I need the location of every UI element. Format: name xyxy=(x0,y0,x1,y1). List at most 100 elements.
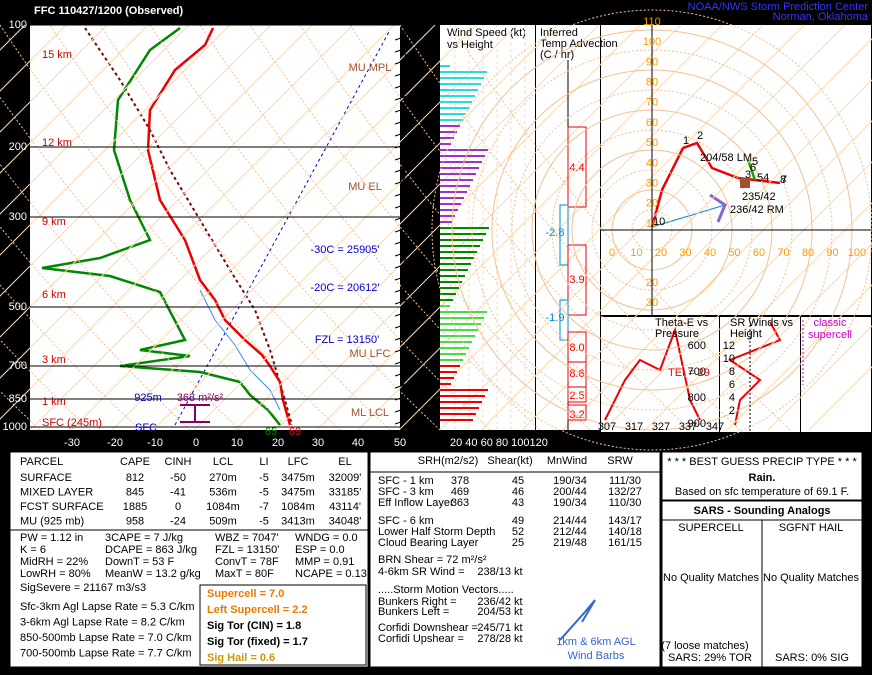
wind-speed-bar xyxy=(440,269,468,271)
isotherm xyxy=(70,24,477,431)
isotherm xyxy=(234,24,641,431)
parcel-header: PARCEL xyxy=(20,456,63,468)
sars-col: SUPERCELL xyxy=(678,522,743,534)
index-value: MidRH = 22% xyxy=(20,556,88,568)
sr46-value: 238/13 kt xyxy=(477,566,522,578)
parcel-cell: 270m xyxy=(209,472,237,484)
wind-barb xyxy=(394,401,408,413)
title: FFC 110427/1200 (Observed) xyxy=(34,5,184,17)
wind-speed-bar xyxy=(440,389,488,391)
sars-title: SARS - Sounding Analogs xyxy=(693,505,830,517)
index-value: 3CAPE = 7 J/kg xyxy=(105,532,183,544)
hodo-x-label: 20 xyxy=(655,247,667,259)
isotherm xyxy=(152,24,559,431)
kin-cell: 378 xyxy=(451,475,469,487)
advection-bar xyxy=(567,244,587,316)
temp-label: 40 xyxy=(352,437,364,449)
storm-type: supercell xyxy=(808,329,852,341)
wind-speed-bar xyxy=(440,407,479,409)
wind-panel-scale: 20 40 60 80 100120 xyxy=(450,437,548,449)
wind-speed-bar xyxy=(440,383,451,385)
wind-speed-bar xyxy=(440,185,470,187)
index-value: FZL = 13150' xyxy=(215,544,279,556)
kin-cell: 140/18 xyxy=(608,526,642,538)
parcel-cell: 3475m xyxy=(281,486,315,498)
wind-barb xyxy=(394,269,408,281)
wind-barb xyxy=(394,53,408,65)
wind-speed-bar xyxy=(440,245,480,247)
kin-cell: Eff Inflow Layer xyxy=(378,497,454,509)
advection-value: 3.9 xyxy=(569,274,584,286)
skewt-annotation: SFC xyxy=(135,422,157,434)
wind-barb xyxy=(394,293,408,305)
parcel-cell: 3413m xyxy=(281,515,315,527)
wind-speed-bar xyxy=(440,149,488,151)
dry-adiabat xyxy=(449,24,791,431)
hodo-x-label: 50 xyxy=(728,247,740,259)
height-label: 3 km xyxy=(42,354,66,366)
hodo-x-label: 70 xyxy=(777,247,789,259)
hodo-annotation: 10 xyxy=(653,216,665,228)
hodo-lower-label: 30 xyxy=(646,297,658,309)
wind-speed-bar xyxy=(440,209,458,211)
skewt-annotation: FZL = 13150' xyxy=(315,334,379,346)
parcel-header: LCL xyxy=(213,456,233,468)
storm-box xyxy=(740,178,750,188)
theta-y-label: 900 xyxy=(688,418,706,430)
barb-legend-icon xyxy=(559,599,596,641)
wind-speed-bar xyxy=(440,179,473,181)
dry-adiabat xyxy=(0,163,241,431)
motion-value: 278/28 kt xyxy=(477,633,522,645)
dewpoint-trace xyxy=(41,26,281,426)
parcel-cell: 34048' xyxy=(329,515,362,527)
wind-barb xyxy=(394,29,408,41)
kinematic-box xyxy=(369,451,661,668)
skewt-annotation: 925m xyxy=(134,392,162,404)
parcel-cell: SURFACE xyxy=(20,472,72,484)
skewt-annotation: 65 xyxy=(265,426,277,438)
kin-cell: 25 xyxy=(512,537,524,549)
param-value: Sig Tor (fixed) = 1.7 xyxy=(207,636,308,648)
isotherm xyxy=(398,24,805,431)
hodo-y-label: 10 xyxy=(646,218,658,230)
height-label: 6 km xyxy=(42,289,66,301)
kin-header: Shear(kt) xyxy=(487,455,532,467)
wind-speed-bar xyxy=(440,125,460,127)
isotherm xyxy=(0,24,272,297)
theta-x-label: 327 xyxy=(652,421,670,433)
wind-speed-bar xyxy=(440,131,457,133)
wind-barb xyxy=(394,353,408,365)
temperature-trace xyxy=(146,27,292,426)
hodo-annotation: 7 xyxy=(781,174,787,186)
lapse-rate: 850-500mb Lapse Rate = 7.0 C/km xyxy=(20,632,192,644)
wind-barb xyxy=(394,221,408,233)
pressure-label: 500 xyxy=(9,301,27,313)
kin-cell: 161/15 xyxy=(608,537,642,549)
hodo-x-label: 100 xyxy=(848,247,866,259)
wind-speed-bar xyxy=(440,95,475,97)
isotherm xyxy=(644,202,872,431)
kin-cell: 212/44 xyxy=(553,526,587,538)
location: Norman, Oklahoma xyxy=(773,11,869,23)
parcel-cell: MU (925 mb) xyxy=(20,515,84,527)
brn-shear: BRN Shear = 72 m²/s² xyxy=(378,554,487,566)
temp-label: 20 xyxy=(272,437,284,449)
kin-cell: 200/44 xyxy=(553,486,587,498)
wind-speed-bar xyxy=(440,83,481,85)
pressure-label: 1000 xyxy=(3,421,27,433)
parcel-cell: 43114' xyxy=(329,501,361,513)
wind-speed-bar xyxy=(440,215,455,217)
hodo-y-label: 60 xyxy=(646,117,658,129)
wind-speed-bar xyxy=(440,221,452,223)
wind-barb xyxy=(394,389,408,401)
skewt-annotation: -20C = 20612' xyxy=(310,282,379,294)
barb-legend: Wind Barbs xyxy=(568,650,625,662)
param-value: Sig Tor (CIN) = 1.8 xyxy=(207,620,301,632)
theta-y-label: 700 xyxy=(688,366,706,378)
skewt-annotation: MU MPL xyxy=(349,62,392,74)
kin-cell: 110/30 xyxy=(609,497,642,509)
barb-legend: 1km & 6km AGL xyxy=(556,636,635,648)
wind-panel-title: Wind Speed (kt) xyxy=(447,27,526,39)
parcel-cell: FCST SURFACE xyxy=(20,501,104,513)
sars-result: SARS: 29% TOR xyxy=(668,652,752,664)
